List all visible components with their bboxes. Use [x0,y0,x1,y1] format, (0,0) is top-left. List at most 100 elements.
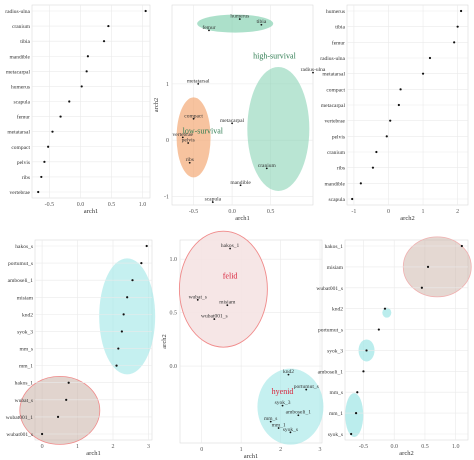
x-tick-label: -0.5 [45,202,55,208]
point-label: femur [202,24,215,31]
category-label: femur [17,114,30,121]
data-point [421,72,425,75]
data-point [377,328,380,331]
data-point [383,307,387,310]
low-survival-ellipse [176,97,211,178]
data-point [456,25,459,28]
x-tick-label: 1.0 [139,202,147,208]
data-point [144,9,147,13]
data-point [375,150,378,154]
data-point [80,85,83,88]
category-label: humerus [11,84,30,90]
felid-ellipse [178,230,268,348]
x-tick-label: 0.0 [77,202,85,208]
data-point [213,318,216,320]
x-tick-label: -0.5 [189,209,199,215]
category-label: wubat_s [15,398,33,404]
y-tick-label: 0.5 [170,311,178,317]
category-label: syok_3 [327,348,343,354]
x-axis-title: arch2 [400,215,414,222]
data-point [399,88,402,91]
data-point [197,82,200,85]
plot-frame [179,239,323,444]
category-label: syok_3 [17,329,33,335]
data-point [115,364,118,367]
x-tick-label: 3 [147,444,150,450]
data-point [65,398,68,401]
category-label: hakos_1 [325,244,344,250]
point-label: portumut_s [294,384,319,390]
point-label: mm_s [264,416,277,422]
data-point [397,103,400,107]
x-tick-label: 0.0 [390,444,398,450]
category-label: vertebrae [10,190,31,196]
data-point [192,117,195,120]
category-label: hakos_s [15,244,33,250]
y-axis-title: arch2 [161,334,168,348]
data-point [229,247,231,250]
category-label: portumut_s [318,328,343,334]
point-label: scapula [205,197,222,203]
panel-bottom-middle: 0.0 0.5 1.0 0 1 2 3 arch1 arch2 hakos_1 wubat_smis… [161,230,324,460]
category-label: hakos_1 [15,381,34,387]
data-point [426,265,430,268]
category-label: mm_1 [329,411,343,417]
category-label: vertebrae [325,119,346,125]
data-point [239,184,242,187]
category-label: metatarsal [7,130,30,136]
data-point [68,100,71,103]
category-label: cranium [12,24,31,30]
category-label: mandible [10,54,31,60]
category-label: ribs [22,175,30,181]
panel-top-middle: -1 0 1 -0.5 0.0 0.5 arch1 arch2 humerus tibia femu… [153,4,326,222]
data-point [37,190,40,194]
data-point [43,160,46,163]
point-label: wubat_s [189,294,207,300]
data-point [107,24,110,28]
point-label: amboseli_1 [286,410,312,416]
x-tick-label: 1 [240,447,243,453]
data-point [351,197,354,201]
data-point [277,427,280,429]
data-point [208,29,210,32]
category-label: radius-ulna [5,9,30,15]
data-point [287,373,290,376]
data-point [131,279,134,282]
y-tick-label: 1 [166,82,169,88]
data-point [85,70,88,73]
point-label: metacarpal [220,118,245,124]
bottom-cluster-ellipse [345,393,364,438]
x-tick-label: 0 [200,447,203,453]
x-tick-label: 0.5 [267,209,275,215]
y-tick-label: 0 [166,138,169,144]
category-label: amboseli_1 [8,278,34,284]
point-label: knd2 [283,369,294,375]
group-label-felid: felid [223,271,238,280]
data-point [40,432,44,436]
data-point [389,119,392,122]
category-label: misiam [327,265,344,271]
data-point [289,431,292,434]
data-point [428,56,432,60]
category-label: amboseli_1 [318,369,344,375]
category-label: scapula [14,100,31,106]
data-point [196,298,199,301]
point-label: metatarsal [187,78,210,84]
point-label: mm_1 [272,423,286,429]
category-label: pelvis [332,134,345,140]
x-axis-title: arch1 [84,208,98,215]
y-axis-title: arch2 [153,98,160,112]
plot-frame [344,239,469,441]
point-label: hakos_1 [221,243,240,249]
category-label: radius-ulna [320,56,345,62]
point-label: misiam [219,300,236,306]
data-point [226,304,229,307]
x-tick-label: 0.5 [421,444,429,450]
x-tick-label: 1 [76,444,79,450]
data-point [385,135,388,138]
data-point [265,167,268,170]
data-point [211,201,214,204]
point-label: pelvis [182,138,195,144]
